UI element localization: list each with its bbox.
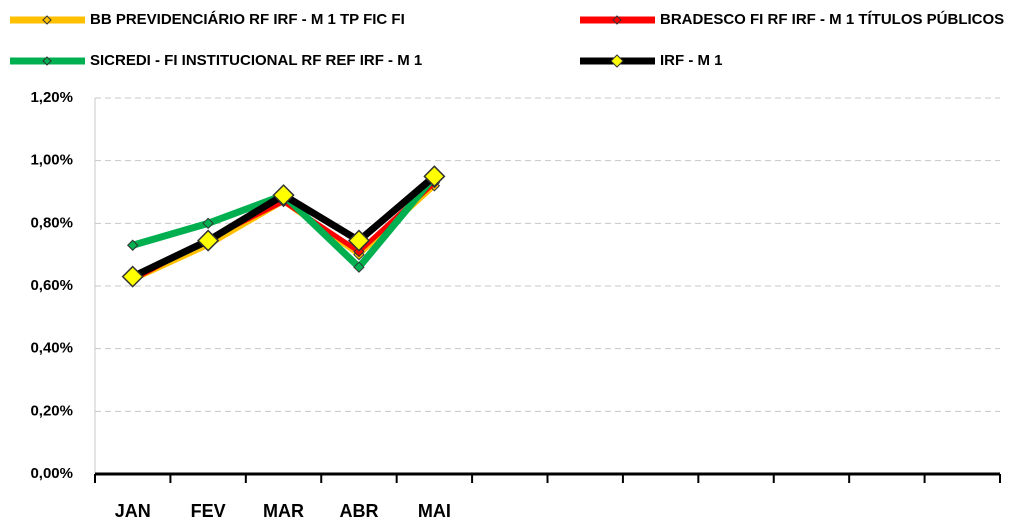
y-tick-label: 1,00% [30, 152, 73, 169]
series-marker [127, 239, 139, 251]
series-marker [272, 184, 295, 207]
y-tick-label: 1,20% [30, 89, 73, 106]
series-marker [347, 229, 371, 252]
x-tick-label: ABR [339, 501, 378, 521]
legend-marker [42, 56, 52, 66]
x-tick-label: MAR [263, 501, 304, 521]
legend-label: SICREDI - FI INSTITUCIONAL RF REF IRF - … [90, 52, 422, 69]
x-tick-label: JAN [115, 501, 151, 521]
series-marker [121, 265, 144, 288]
series-marker [197, 229, 220, 252]
y-tick-label: 0,60% [30, 277, 73, 294]
series-marker [353, 261, 365, 273]
legend-marker [612, 15, 622, 25]
series-marker [423, 165, 446, 188]
x-tick-label: FEV [191, 501, 226, 521]
y-tick-label: 0,20% [30, 402, 73, 419]
legend-label: BRADESCO FI RF IRF - M 1 TÍTULOS PÚBLICO… [660, 10, 1004, 28]
y-tick-label: 0,00% [30, 465, 73, 482]
legend-label: IRF - M 1 [660, 52, 723, 69]
y-tick-label: 0,80% [30, 214, 73, 231]
legend-label: BB PREVIDENCIÁRIO RF IRF - M 1 TP FIC FI [90, 11, 405, 28]
legend-marker [42, 15, 52, 25]
y-tick-label: 0,40% [30, 340, 73, 357]
legend-marker [610, 54, 624, 68]
x-tick-label: MAI [418, 501, 451, 521]
series-marker [202, 217, 214, 230]
